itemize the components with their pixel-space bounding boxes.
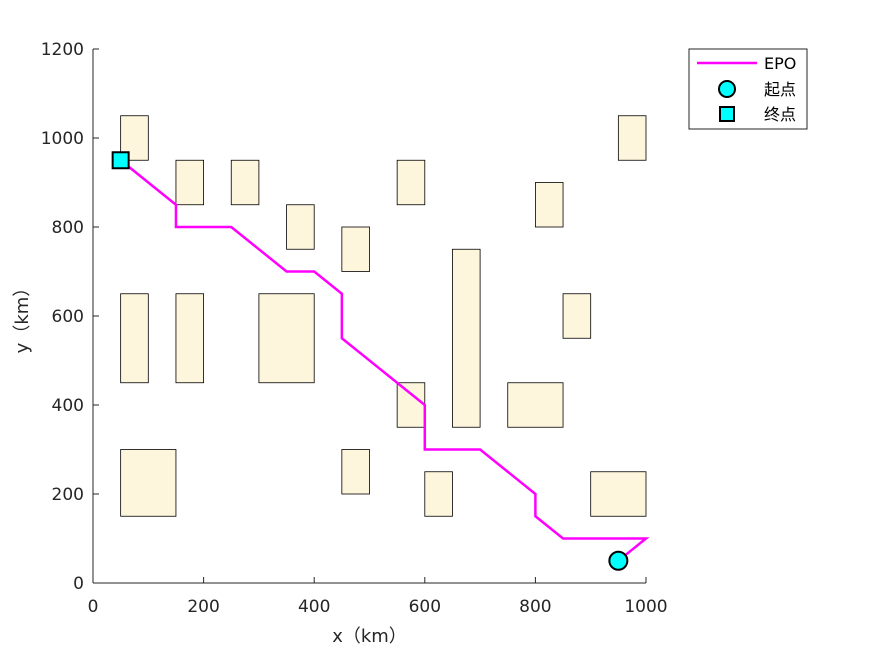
axes: 0 200 400 600 800 1000 0 200 400 600 800 1000 1200 [41,40,668,617]
obstacle-18 [424,471,453,517]
x-tick-label: 600 [409,597,441,617]
obstacle-4 [286,204,315,250]
obstacle-12 [396,382,426,428]
x-tick-label: 400 [298,597,330,617]
obstacle-11 [258,293,315,384]
y-axis-label: y（km） [12,279,33,354]
obstacle-16 [120,449,177,517]
obstacle-9 [120,293,149,384]
y-tick-label: 1200 [41,40,84,60]
x-tick-label: 1000 [624,597,667,617]
obstacle-14 [507,382,564,428]
y-tick-label: 600 [52,307,84,327]
end-marker [111,151,130,170]
y-tick-label: 200 [52,485,84,505]
legend-label-epo: EPO [764,54,796,73]
legend: EPO 起点 终点 [688,48,808,130]
x-axis-label: x（km） [332,626,407,647]
obstacle-2 [175,159,204,206]
obstacle-layer [120,115,647,517]
legend-start-marker [718,80,736,98]
obstacle-13 [452,248,481,428]
y-tick-label: 1000 [41,129,84,149]
obstacle-10 [175,293,204,384]
legend-label-start: 起点 [764,80,796,99]
obstacle-5 [341,226,370,272]
x-tick-label: 200 [187,597,219,617]
obstacle-19 [590,471,647,517]
y-tick-label: 400 [52,396,84,416]
x-tick-label: 0 [88,597,99,617]
obstacle-8 [617,115,647,161]
path-layer [119,159,650,562]
y-tick-label: 800 [52,218,84,238]
obstacle-15 [562,293,592,339]
start-marker [608,550,629,571]
y-tick-label: 0 [73,574,84,594]
x-tick-label: 800 [519,597,551,617]
marker-layer [111,151,629,571]
legend-label-end: 终点 [764,105,796,124]
legend-end-marker [719,106,735,122]
obstacle-7 [535,182,564,228]
obstacle-3 [230,159,260,206]
obstacle-17 [341,449,370,495]
obstacle-6 [396,159,426,206]
path-line-epo [119,159,650,562]
